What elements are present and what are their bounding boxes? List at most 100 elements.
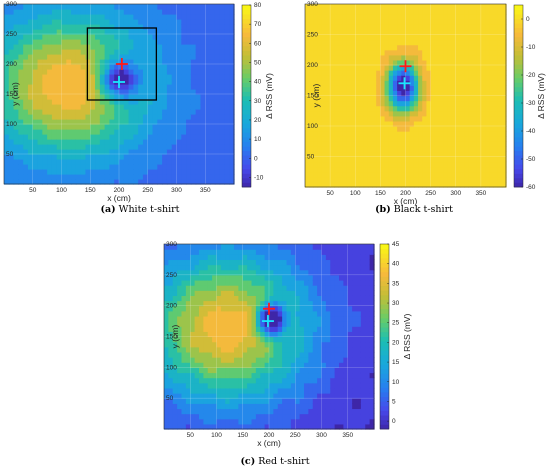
field-cell (147, 139, 154, 145)
field-cell (388, 156, 394, 163)
field-cell (367, 171, 373, 178)
field-cell (363, 110, 369, 117)
field-cell (109, 164, 115, 170)
field-cell (367, 54, 373, 61)
field-cell (207, 315, 213, 322)
field-cell (168, 398, 174, 404)
field-cell (190, 44, 197, 50)
field-cell (152, 39, 158, 45)
field-cell (95, 59, 101, 65)
field-cell (286, 279, 292, 286)
field-cell (195, 119, 202, 125)
field-cell (286, 408, 292, 415)
field-cell (312, 259, 318, 266)
field-cell (166, 99, 173, 105)
field-cell (13, 99, 19, 105)
field-cell (384, 120, 390, 127)
field-cell (123, 54, 130, 60)
field-cell (157, 69, 163, 75)
field-cell (426, 59, 432, 66)
field-cell (497, 85, 503, 92)
field-cell (13, 69, 19, 75)
field-cell (392, 105, 398, 112)
field-cell (497, 100, 503, 107)
field-cell (359, 136, 365, 142)
field-cell (142, 99, 149, 105)
field-cell (190, 367, 196, 374)
field-cell (313, 146, 319, 153)
field-cell (133, 29, 139, 35)
field-cell (372, 151, 377, 158)
field-cell (66, 159, 72, 165)
field-cell (95, 49, 101, 55)
field-cell (194, 367, 200, 374)
field-cell (90, 99, 96, 105)
field-cell (455, 126, 461, 132)
field-cell (37, 79, 43, 85)
field-cell (157, 154, 163, 160)
field-cell (42, 54, 48, 60)
field-cell (190, 99, 197, 105)
field-cell (229, 49, 235, 55)
field-cell (430, 44, 436, 51)
field-cell (439, 126, 444, 132)
field-cell (13, 164, 19, 170)
field-cell (451, 85, 457, 92)
field-cell (61, 4, 67, 10)
field-cell (194, 321, 200, 327)
field-cell (242, 377, 248, 384)
field-cell (138, 79, 144, 85)
field-cell (359, 161, 365, 168)
field-cell (422, 176, 428, 183)
field-cell (455, 176, 461, 183)
colorbar-segment (242, 164, 251, 170)
field-cell (177, 321, 183, 327)
field-cell (346, 95, 352, 102)
field-cell (269, 377, 274, 384)
field-cell (321, 136, 327, 142)
field-cell (219, 169, 226, 175)
field-cell (199, 398, 204, 404)
field-cell (42, 19, 48, 25)
field-cell (418, 80, 423, 86)
field-cell (219, 59, 226, 65)
field-cell (133, 14, 139, 20)
field-cell (123, 59, 130, 65)
field-cell (90, 64, 96, 70)
field-cell (273, 418, 279, 425)
field-cell (18, 129, 24, 135)
panel-2-caption: (b) Black t-shirt (375, 204, 453, 215)
field-cell (210, 159, 216, 165)
field-cell (497, 80, 503, 86)
field-cell (133, 144, 139, 150)
x-axis-label: x (cm) (107, 193, 131, 203)
field-cell (23, 129, 29, 135)
field-cell (205, 14, 211, 20)
field-cell (367, 59, 373, 66)
field-cell (299, 321, 305, 327)
field-cell (181, 300, 187, 307)
field-cell (61, 149, 67, 155)
field-cell (13, 9, 19, 15)
field-cell (219, 24, 226, 30)
field-cell (321, 285, 327, 291)
field-cell (128, 154, 134, 160)
field-cell (273, 331, 279, 338)
field-cell (61, 119, 67, 125)
field-cell (251, 393, 257, 399)
field-cell (392, 70, 398, 76)
field-cell (162, 14, 168, 20)
field-cell (168, 259, 174, 266)
field-cell (476, 44, 482, 51)
field-cell (181, 9, 187, 15)
field-cell (181, 99, 187, 105)
field-cell (147, 154, 154, 160)
field-cell (99, 159, 106, 165)
field-cell (455, 171, 461, 178)
field-cell (351, 54, 356, 61)
field-cell (225, 413, 231, 420)
field-cell (224, 94, 230, 100)
field-cell (203, 274, 209, 281)
field-cell (75, 44, 82, 50)
field-cell (109, 34, 115, 40)
